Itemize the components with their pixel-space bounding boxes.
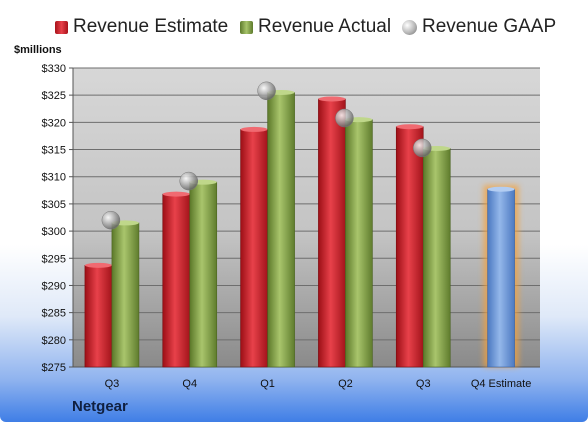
legend-actual-swatch (240, 20, 253, 34)
x-tick-label: Q4 Estimate (471, 378, 532, 390)
bar-revenue-actual (111, 222, 140, 368)
y-tick-label: $330 (42, 63, 66, 75)
bar-revenue-estimate-top (84, 262, 112, 268)
x-tick-label: Q2 (338, 378, 353, 390)
bar-revenue-estimate (240, 129, 268, 368)
bar-revenue-estimate-top (240, 126, 268, 132)
x-tick-label: Q3 (105, 378, 120, 390)
y-tick-label: $305 (42, 199, 66, 211)
bar-revenue-actual (189, 181, 218, 368)
point-revenue-gaap (257, 81, 276, 101)
y-tick-label: $275 (42, 362, 66, 374)
bar-revenue-estimate (395, 126, 424, 368)
bar-revenue-forecast (487, 188, 515, 368)
bar-revenue-actual (422, 148, 451, 368)
legend-estimate-label: Revenue Estimate (73, 16, 229, 37)
legend-gaap-swatch (402, 19, 417, 35)
y-tick-label: $295 (42, 253, 66, 265)
x-tick-label: Q3 (416, 378, 431, 390)
bar-revenue-estimate-top (396, 124, 424, 130)
plot-area (73, 68, 540, 367)
legend-actual: Revenue Actual (240, 16, 391, 38)
y-tick-label: $325 (42, 90, 66, 102)
point-revenue-gaap (413, 138, 432, 158)
point-revenue-gaap (335, 108, 354, 128)
company-name: Netgear (72, 398, 128, 415)
bar-revenue-estimate-top (162, 191, 190, 197)
x-tick-label: Q1 (260, 378, 275, 390)
bar-revenue-estimate (318, 98, 346, 368)
bar-revenue-actual (345, 119, 373, 368)
y-tick-label: $300 (42, 226, 66, 238)
y-tick-label: $315 (42, 145, 66, 157)
legend-gaap: Revenue GAAP (402, 16, 556, 38)
bar-revenue-estimate (162, 193, 191, 368)
bar-revenue-estimate-top (318, 96, 346, 102)
x-tick-label: Q4 (182, 378, 197, 390)
point-revenue-gaap (101, 210, 121, 230)
bar-revenue-estimate (84, 265, 113, 368)
y-axis-unit-label: $millions (14, 44, 62, 56)
legend-gaap-label: Revenue GAAP (422, 16, 557, 37)
bar-revenue-actual (267, 92, 295, 368)
y-tick-label: $280 (42, 335, 66, 347)
y-tick-label: $285 (42, 308, 66, 320)
point-revenue-gaap (179, 171, 198, 191)
legend-estimate: Revenue Estimate (55, 16, 228, 38)
y-tick-label: $320 (42, 117, 66, 129)
y-tick-label: $290 (42, 280, 66, 292)
legend-estimate-swatch (55, 20, 68, 34)
y-tick-label: $310 (42, 172, 66, 184)
bar-revenue-forecast-top (487, 186, 515, 192)
legend-actual-label: Revenue Actual (258, 16, 392, 37)
